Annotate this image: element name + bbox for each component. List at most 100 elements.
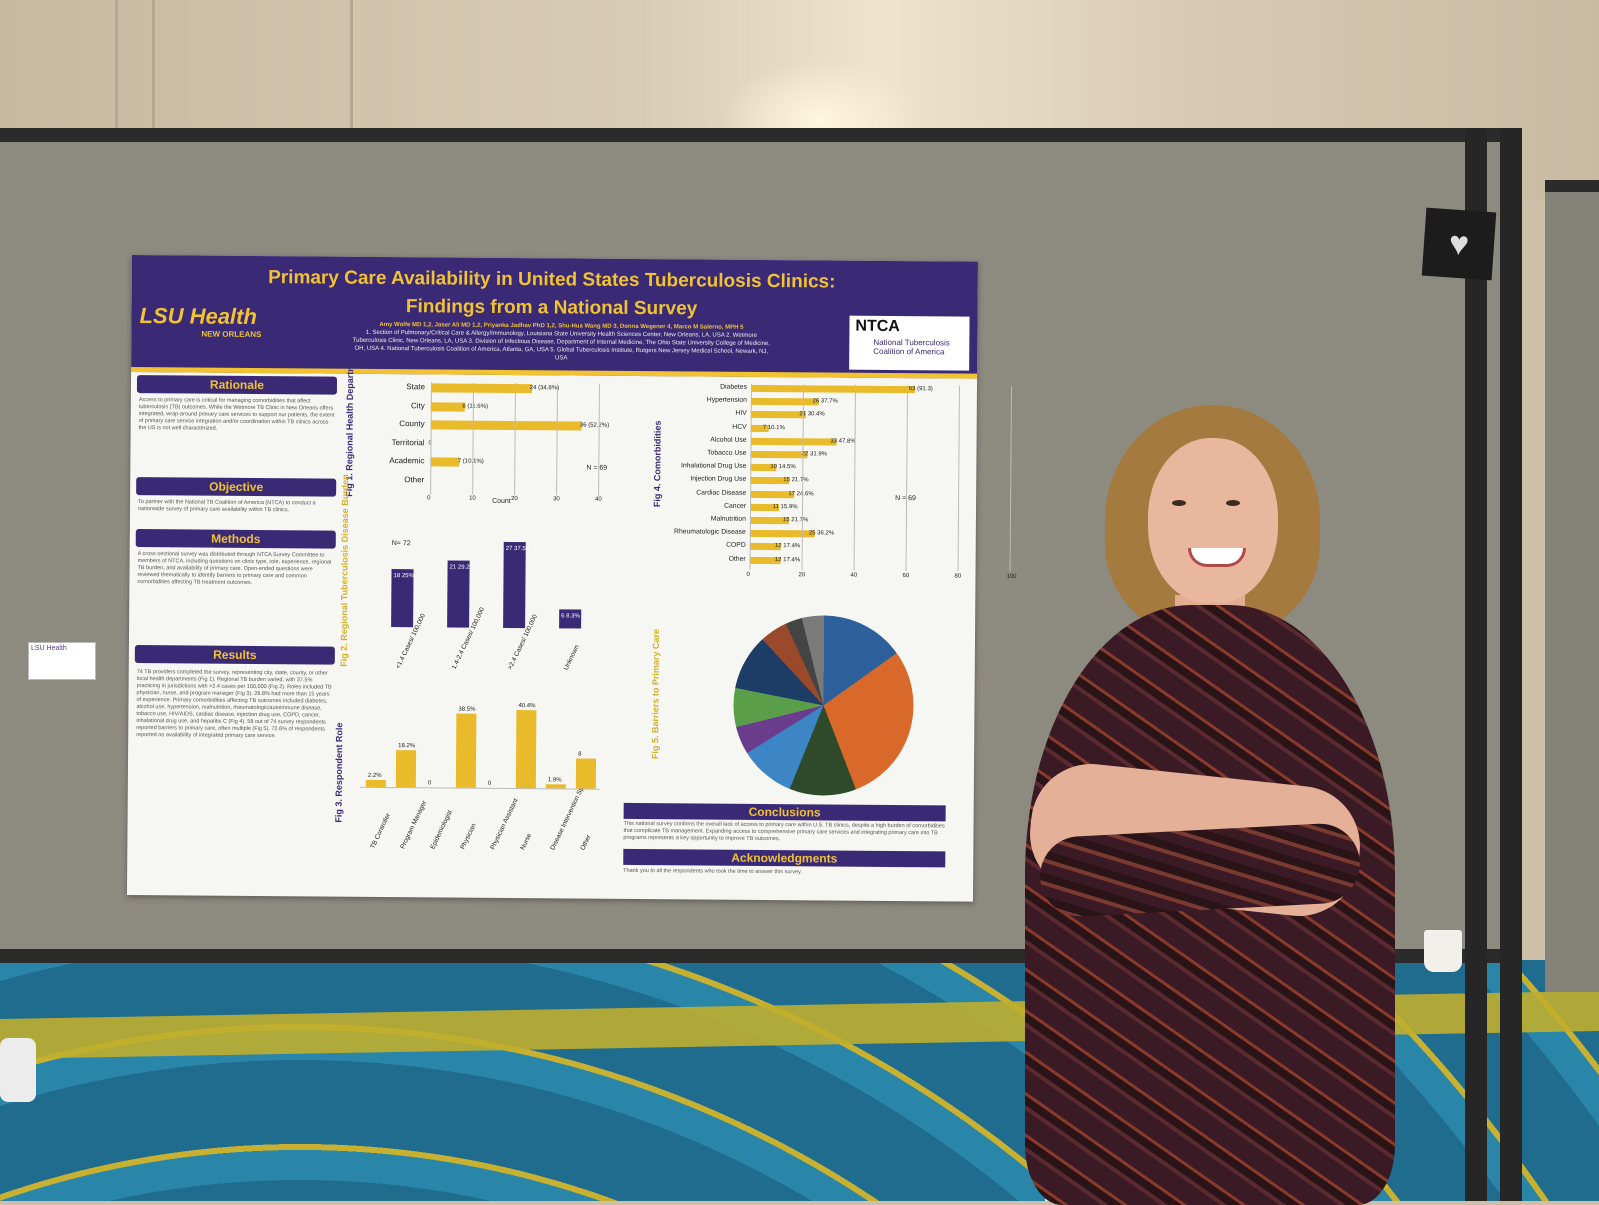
methods-heading: Methods: [136, 529, 336, 549]
business-card: LSU Health: [28, 642, 96, 680]
fig1-n: N = 69: [586, 465, 607, 472]
fig1-tick: 10: [469, 496, 476, 502]
fig4-category: Cardiac Disease: [640, 489, 746, 497]
fig3-category: Other: [579, 834, 592, 852]
fig2-bar: [503, 542, 526, 629]
fig2-value-label: 27 37.5%: [506, 546, 531, 552]
fig2-value-label: 18 25%: [393, 573, 413, 579]
fig4-value-label: 33 47.8%: [830, 438, 855, 444]
results-text: 74 TB providers completed the survey, re…: [136, 669, 333, 741]
fig1-tick: 20: [511, 496, 518, 502]
fig2-category: Unknown: [563, 644, 581, 671]
fig4-gridline: [906, 385, 908, 571]
poster-title: Primary Care Availability in United Stat…: [241, 264, 861, 325]
fig4-value-label: 11 15.9%: [773, 504, 798, 510]
fig1-tick: 30: [553, 496, 560, 502]
poster-header: LSU Health NEW ORLEANS Primary Care Avai…: [131, 255, 978, 379]
fig4-bar: [751, 438, 837, 446]
ntca-logo: NTCA National Tuberculosis Coalition of …: [849, 316, 969, 371]
fig5-pie: [733, 615, 914, 796]
fig4-value-label: 25 36.2%: [809, 531, 834, 537]
fig4-tick: 20: [798, 572, 805, 578]
face: [1148, 438, 1278, 603]
fig4-category: Other: [640, 555, 746, 563]
fig4-bar: [751, 385, 915, 393]
fig4-value-label: 12 17.4%: [775, 557, 800, 563]
fig4-tick: 60: [902, 573, 909, 579]
right-eye: [1226, 500, 1240, 506]
fig1-xlabel: Count: [492, 498, 511, 505]
fig3-category: Physician Assistant: [489, 798, 519, 851]
rationale-text: Access to primary care is critical for m…: [139, 397, 335, 434]
wall-panel-seam: [152, 0, 155, 140]
fig1-bar: [431, 420, 582, 430]
research-poster: LSU Health NEW ORLEANS Primary Care Avai…: [127, 255, 978, 902]
fig1-gridline: [430, 382, 432, 494]
fig2-n: N= 72: [392, 540, 411, 547]
fig4-category: COPD: [640, 541, 746, 549]
fig4-gridline: [854, 385, 856, 571]
fig4-value-label: 15 21.7%: [783, 517, 808, 523]
shoe: [0, 1038, 36, 1102]
affiliation-list: 1. Section of Pulmonary/Critical Care & …: [351, 329, 771, 364]
conclusions-text: This national survey confirms the overal…: [623, 821, 945, 845]
fig1-value-label: 24 (34.8%): [530, 385, 559, 391]
poster-title-line1: Primary Care Availability in United Stat…: [242, 264, 862, 297]
fig4-value-label: 12 17.4%: [775, 543, 800, 549]
fig4-bar: [750, 451, 807, 458]
fig3-bar: [366, 779, 386, 787]
fig1-bar: [431, 383, 532, 393]
fig3-category: TB Controller: [369, 812, 392, 850]
fig4-tick: 0: [746, 572, 749, 578]
lsu-logo: LSU Health: [139, 303, 257, 330]
fig4-category: Diabetes: [641, 383, 747, 391]
fig3-value-label: 0: [488, 781, 491, 787]
fig1-category: County: [361, 419, 425, 429]
fig4-category: HIV: [641, 409, 747, 417]
board-post: [1500, 128, 1522, 1201]
fig4-category: Inhalational Drug Use: [640, 462, 746, 470]
poster-title-line2: Findings from a National Survey: [241, 292, 861, 325]
adjacent-display-board: [1545, 180, 1599, 992]
fig4-value-label: 10 14.5%: [770, 464, 795, 470]
ntca-logo-subtitle: National Tuberculosis Coalition of Ameri…: [873, 338, 967, 357]
fig1-bar: [431, 402, 465, 411]
fig2-value-label: 21 29.2%: [450, 564, 475, 570]
fig3-category: Program Manager: [399, 800, 428, 850]
fig3-category: Nurse: [519, 832, 533, 851]
fig4-gridline: [958, 385, 960, 571]
fig1-value-label: 7 (10.1%): [458, 459, 484, 465]
methods-text: A cross-sectional survey was distributed…: [137, 551, 333, 588]
fig4-value-label: 7 10.1%: [763, 425, 785, 431]
fig4-category: Tobacco Use: [640, 449, 746, 457]
conclusions-heading: Conclusions: [624, 803, 946, 822]
fig1-category: Academic: [360, 456, 424, 466]
fig3-value-label: 2.2%: [368, 772, 382, 778]
lsu-logo-subtitle: NEW ORLEANS: [201, 330, 261, 339]
shawl-over-arms: [1038, 822, 1362, 919]
fig3-value-label: 8: [578, 752, 581, 758]
fig4-bar: [751, 398, 819, 406]
fig4-category: Rheumatologic Disease: [640, 528, 746, 536]
fig3-bar: [396, 750, 416, 787]
fig3-bar: [576, 759, 596, 789]
fig1-gridline: [598, 384, 600, 496]
fig3-value-label: 38.5%: [458, 707, 475, 713]
fig4-value-label: 22 31.9%: [802, 451, 827, 457]
wall-panel-seam: [350, 0, 353, 140]
fig4-value-label: 17 24.6%: [788, 491, 813, 497]
fig4-tick: 100: [1006, 574, 1016, 580]
board-post: [1465, 128, 1487, 1201]
fig4-category: Cancer: [640, 502, 746, 510]
fig3-value-label: 1.9%: [548, 778, 562, 784]
fig1-gridline: [514, 383, 516, 495]
fig4-value-label: 15 21.7%: [783, 478, 808, 484]
left-eye: [1172, 500, 1186, 506]
board-number-sign: ♥: [1422, 208, 1497, 281]
fig1-value-label: 36 (52.2%): [580, 423, 609, 429]
fig4-bar: [750, 530, 815, 538]
fig4-category: Alcohol Use: [641, 436, 747, 444]
fig4-bar: [751, 411, 806, 418]
fig1-tick: 40: [595, 497, 602, 503]
fig4-tick: 80: [954, 573, 961, 579]
